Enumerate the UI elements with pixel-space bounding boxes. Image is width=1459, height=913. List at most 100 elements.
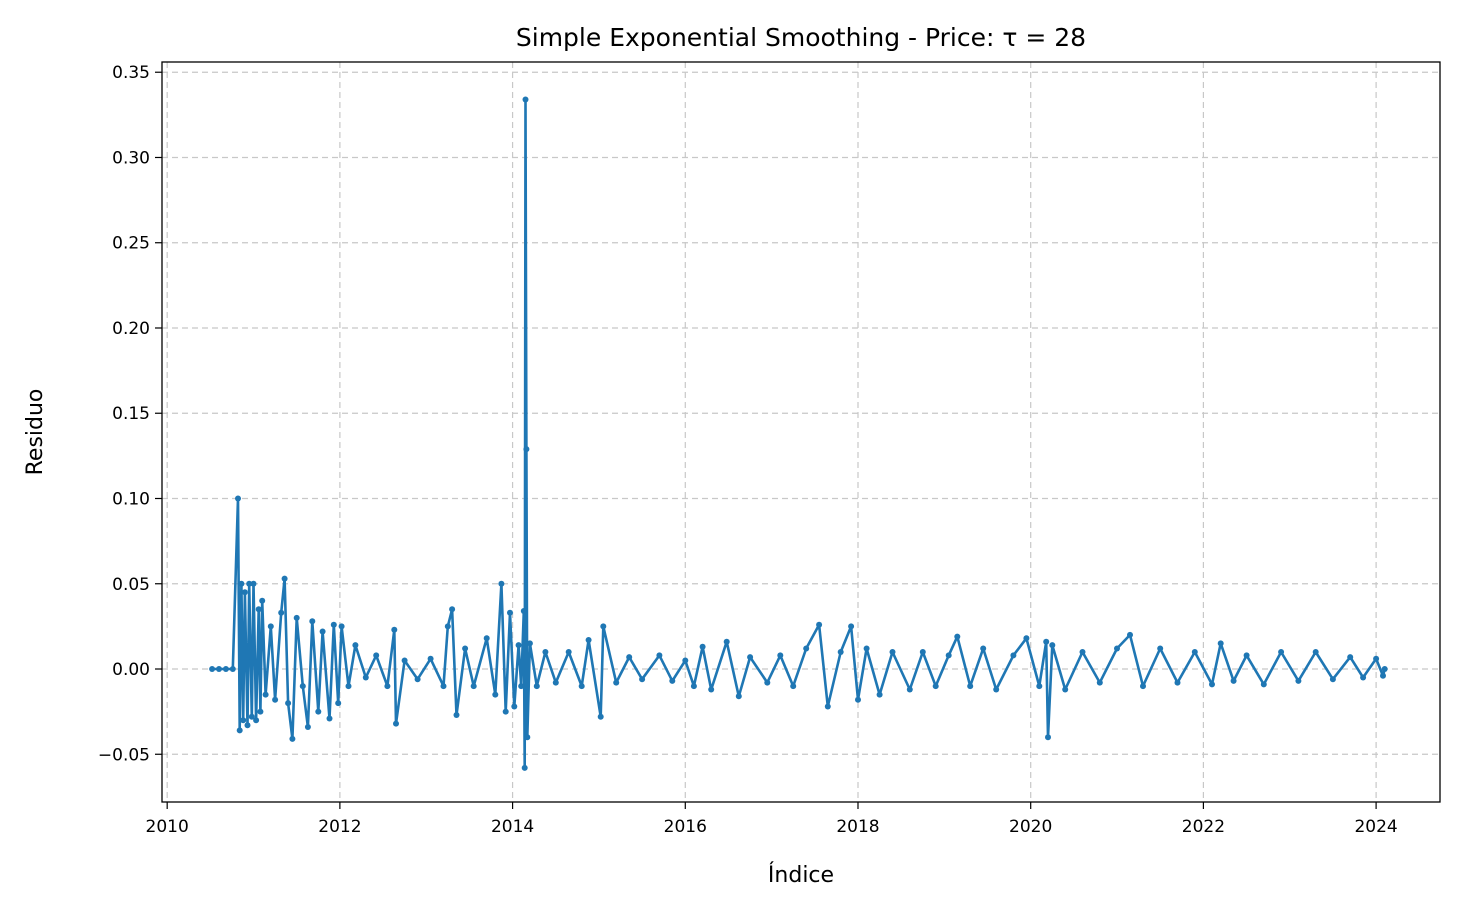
data-point [639,676,646,683]
data-point [248,713,255,720]
data-point [1312,649,1319,655]
chart-title: Simple Exponential Smoothing - Price: τ … [516,23,1086,52]
data-point [906,686,913,693]
data-point [246,580,253,587]
data-point [427,655,434,662]
data-point [1127,631,1133,638]
data-point [1295,677,1302,684]
y-tick-label: −0.05 [98,745,150,765]
y-tick-label: 0.00 [112,660,150,680]
data-point [259,597,266,604]
data-point [352,642,359,649]
data-point [1347,654,1354,661]
data-point [520,608,527,614]
data-point [1217,640,1224,647]
data-point [790,683,797,690]
data-point [250,580,257,587]
data-point [1191,649,1198,655]
data-point [281,575,288,582]
data-point [362,674,369,681]
data-point [855,696,861,703]
data-point [345,683,352,690]
data-point [216,666,222,672]
data-point [524,734,531,741]
data-point [747,654,754,661]
data-point [682,657,689,664]
data-point [919,649,926,655]
data-point [272,696,279,703]
data-point [1023,635,1030,642]
data-point [1079,649,1086,655]
data-point [993,686,1000,693]
data-point [552,679,559,686]
data-point [518,683,525,690]
y-tick-label: 0.10 [112,489,150,509]
y-tick-label: 0.35 [112,63,150,83]
data-point [1045,734,1051,741]
data-point [515,642,522,649]
data-point [585,637,592,643]
data-point [954,633,961,640]
data-point [1114,645,1120,652]
data-point [600,623,607,630]
data-point [267,623,274,630]
data-point [1380,672,1386,679]
data-point [1360,674,1367,681]
data-point [1096,679,1103,686]
y-axis-title: Residuo [23,389,48,476]
y-tick-label: 0.30 [112,148,150,168]
data-point [253,717,260,724]
grid-lines [162,62,1440,802]
data-point [315,708,322,715]
data-point [735,693,742,700]
data-point [565,649,572,655]
axis-ticks: 2010 2012 2014 2016 2018 2020 2022 2024 −0.05 0.0… [98,63,1398,837]
data-point [1329,676,1336,683]
data-point [824,703,831,710]
data-point [1174,679,1181,686]
data-point [1010,652,1017,659]
data-point [523,446,530,453]
data-point [304,724,311,730]
data-point [401,657,408,664]
x-axis-title: Índice [768,862,834,888]
data-point [669,677,676,684]
data-point [945,652,952,659]
x-tick-label: 2010 [146,817,189,837]
data-point [414,676,421,683]
data-point [502,708,509,715]
data-point [597,713,604,720]
data-point [209,666,216,672]
data-point [837,649,844,655]
data-point [526,640,533,647]
data-point [1209,681,1215,688]
data-point [690,683,697,690]
data-point [229,666,236,672]
x-tick-label: 2014 [491,817,534,837]
data-point [723,638,730,645]
data-point [1230,677,1237,684]
data-point [330,621,337,628]
data-point [507,609,513,616]
y-tick-label: 0.05 [112,575,150,595]
data-point [511,703,518,710]
data-point [238,580,245,587]
data-point [373,652,380,659]
data-point [236,727,243,734]
data-point [289,735,296,742]
data-point [335,700,342,707]
data-point [1036,683,1043,690]
data-point [626,654,633,661]
x-tick-label: 2016 [664,817,707,837]
data-point [235,495,241,502]
data-point [1278,649,1285,655]
data-point [967,683,974,690]
data-point [326,715,333,722]
data-point [1243,652,1250,659]
x-tick-label: 2022 [1182,817,1225,837]
y-tick-label: 0.20 [112,319,150,339]
data-point [255,606,262,613]
data-point [656,652,663,659]
